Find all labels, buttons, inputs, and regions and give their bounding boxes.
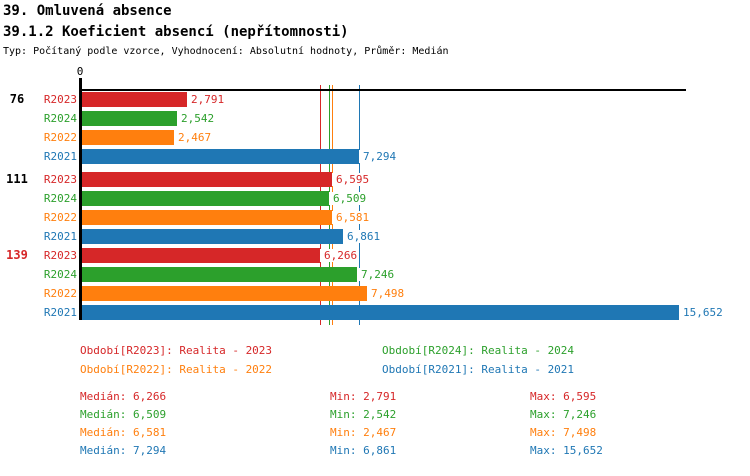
bar-value-R2023-group-0: 2,791: [187, 93, 227, 106]
page-subtitle: 39.1.2 Koeficient absencí (nepřítomnosti…: [3, 24, 349, 40]
bar-R2021-group-2: [82, 305, 679, 320]
stat-median-R2022: Medián: 6,581: [80, 426, 167, 439]
bar-value-R2022-group-1: 6,581: [332, 211, 372, 224]
stat-min-R2024: Min: 2,542: [330, 408, 397, 421]
legend-item-R2022: Období[R2022]: Realita - 2022: [80, 363, 273, 376]
bar-value-R2021-group-1: 6,861: [343, 230, 383, 243]
bar-label-R2022: R2022: [43, 287, 77, 300]
bar-R2021-group-1: [82, 229, 343, 244]
bar-label-R2022: R2022: [43, 131, 77, 144]
x-axis-line: [79, 89, 686, 91]
bar-label-R2022: R2022: [43, 211, 77, 224]
bar-value-R2024-group-0: 2,542: [177, 112, 217, 125]
page-title: 39. Omluvená absence: [3, 3, 172, 19]
bar-value-R2021-group-0: 7,294: [359, 150, 399, 163]
stat-max-R2024: Max: 7,246: [530, 408, 597, 421]
bar-value-R2024-group-1: 6,509: [329, 192, 369, 205]
stat-max-R2023: Max: 6,595: [530, 390, 597, 403]
group-label-111: 111: [6, 172, 28, 186]
bar-label-R2024: R2024: [43, 192, 77, 205]
stat-min-R2022: Min: 2,467: [330, 426, 397, 439]
bar-value-R2024-group-2: 7,246: [357, 268, 397, 281]
stat-max-R2022: Max: 7,498: [530, 426, 597, 439]
median-line-R2024: [329, 85, 330, 325]
legend-item-R2021: Období[R2021]: Realita - 2021: [382, 363, 575, 376]
bar-value-R2022-group-2: 7,498: [367, 287, 407, 300]
bar-R2022-group-1: [82, 210, 332, 225]
bar-R2023-group-2: [82, 248, 320, 263]
stat-min-R2021: Min: 6,861: [330, 444, 397, 457]
bar-R2023-group-1: [82, 172, 332, 187]
bar-value-R2023-group-2: 6,266: [320, 249, 360, 262]
bar-label-R2024: R2024: [43, 112, 77, 125]
bar-value-R2022-group-0: 2,467: [174, 131, 214, 144]
stat-max-R2021: Max: 15,652: [530, 444, 603, 457]
group-label-76: 76: [9, 92, 25, 106]
x-axis-origin-tick-label: 0: [76, 65, 84, 78]
stat-median-R2024: Medián: 6,509: [80, 408, 167, 421]
bar-R2024-group-0: [82, 111, 177, 126]
bar-label-R2024: R2024: [43, 268, 77, 281]
stat-median-R2023: Medián: 6,266: [80, 390, 167, 403]
bar-label-R2023: R2023: [43, 173, 77, 186]
bar-label-R2023: R2023: [43, 249, 77, 262]
chart-meta: Typ: Počítaný podle vzorce, Vyhodnocení:…: [3, 46, 449, 57]
bar-value-R2021-group-2: 15,652: [679, 306, 725, 319]
bar-label-R2021: R2021: [43, 306, 77, 319]
bar-label-R2021: R2021: [43, 150, 77, 163]
bar-R2022-group-0: [82, 130, 174, 145]
bar-R2023-group-0: [82, 92, 187, 107]
stat-median-R2021: Medián: 7,294: [80, 444, 167, 457]
y-axis-line: [79, 78, 82, 320]
bar-R2022-group-2: [82, 286, 367, 301]
bar-value-R2023-group-1: 6,595: [332, 173, 372, 186]
bar-label-R2023: R2023: [43, 93, 77, 106]
bar-R2024-group-1: [82, 191, 329, 206]
median-line-R2022: [332, 85, 333, 325]
group-label-139: 139: [6, 248, 28, 262]
median-line-R2021: [359, 85, 360, 325]
legend-item-R2024: Období[R2024]: Realita - 2024: [382, 344, 575, 357]
bar-label-R2021: R2021: [43, 230, 77, 243]
legend-item-R2023: Období[R2023]: Realita - 2023: [80, 344, 273, 357]
bar-R2024-group-2: [82, 267, 357, 282]
bar-R2021-group-0: [82, 149, 359, 164]
stat-min-R2023: Min: 2,791: [330, 390, 397, 403]
